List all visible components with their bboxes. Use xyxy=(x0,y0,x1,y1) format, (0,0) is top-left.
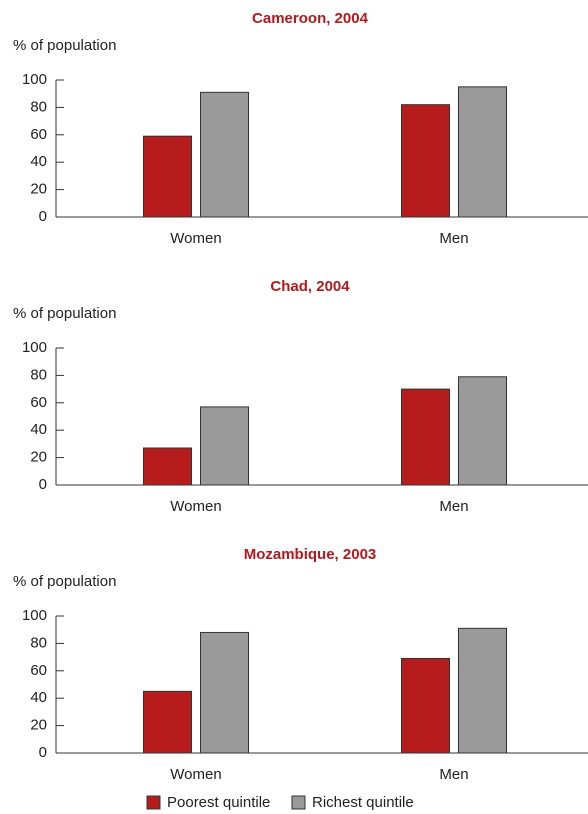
x-tick-label: Men xyxy=(439,230,468,247)
legend-label: Richest quintile xyxy=(312,794,414,811)
bar xyxy=(143,135,192,218)
x-tick-label: Men xyxy=(439,498,468,515)
y-tick-label: 60 xyxy=(30,394,47,411)
x-tick-label: Men xyxy=(439,766,468,783)
x-tick-label: Women xyxy=(170,766,221,783)
bar xyxy=(458,376,507,486)
y-tick-label: 0 xyxy=(39,208,47,225)
bar xyxy=(401,657,450,754)
bar xyxy=(200,91,249,218)
y-tick-label: 40 xyxy=(30,421,47,438)
x-tick-label: Women xyxy=(170,498,221,515)
y-tick-label: 60 xyxy=(30,126,47,143)
y-tick-label: 60 xyxy=(30,662,47,679)
y-tick-label: 20 xyxy=(30,181,47,198)
y-tick-label: 0 xyxy=(39,744,47,761)
bar xyxy=(200,406,249,486)
bar xyxy=(401,104,450,218)
y-tick-label: 40 xyxy=(30,153,47,170)
chart-title: Mozambique, 2003 xyxy=(244,546,377,563)
bar xyxy=(458,627,507,754)
chart-title: Chad, 2004 xyxy=(270,278,350,295)
y-tick-label: 100 xyxy=(22,71,47,88)
legend-swatch xyxy=(291,795,306,810)
y-tick-label: 80 xyxy=(30,366,47,383)
y-axis-label: % of population xyxy=(13,573,116,590)
y-tick-label: 80 xyxy=(30,634,47,651)
y-tick-label: 100 xyxy=(22,607,47,624)
chart-title: Cameroon, 2004 xyxy=(252,10,369,27)
y-axis-label: % of population xyxy=(13,37,116,54)
y-tick-label: 0 xyxy=(39,476,47,493)
y-tick-label: 100 xyxy=(22,339,47,356)
y-tick-label: 40 xyxy=(30,689,47,706)
bar xyxy=(143,690,192,754)
bar xyxy=(143,447,192,486)
bar xyxy=(458,86,507,218)
y-tick-label: 20 xyxy=(30,717,47,734)
y-tick-label: 80 xyxy=(30,98,47,115)
y-tick-label: 20 xyxy=(30,449,47,466)
bar xyxy=(401,388,450,486)
legend-swatch xyxy=(146,795,161,810)
bar xyxy=(200,631,249,754)
y-axis-label: % of population xyxy=(13,305,116,322)
legend-label: Poorest quintile xyxy=(167,794,270,811)
x-tick-label: Women xyxy=(170,230,221,247)
